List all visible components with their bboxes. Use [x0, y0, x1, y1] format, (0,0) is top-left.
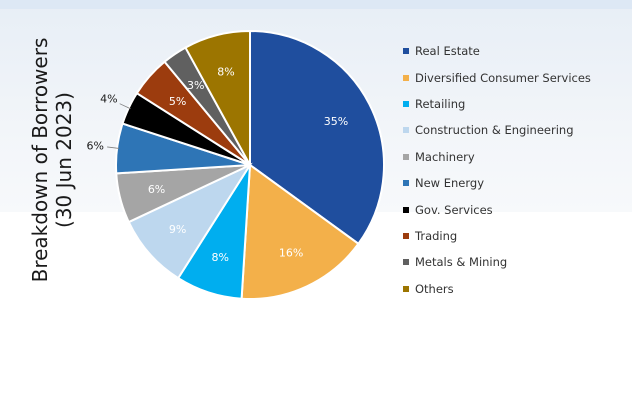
- legend-swatch: [403, 232, 409, 239]
- data-label-others: 8%: [217, 66, 234, 79]
- legend-swatch: [403, 48, 409, 55]
- legend-item-trading: Trading: [403, 223, 591, 249]
- legend-label: Others: [415, 281, 454, 296]
- pie-slice-real-estate: [249, 29, 385, 246]
- data-label-construction-and-engineering: 9%: [169, 223, 186, 236]
- legend-swatch: [403, 153, 409, 160]
- legend-swatch: [403, 285, 409, 292]
- legend-item-construction-and-engineering: Construction & Engineering: [403, 117, 591, 143]
- data-label-real-estate: 35%: [324, 115, 348, 128]
- leader-line-new-energy: [107, 146, 120, 149]
- legend-label: Trading: [415, 228, 458, 243]
- legend-swatch: [403, 259, 409, 266]
- legend-label: Gov. Services: [415, 202, 493, 217]
- legend-item-new-energy: New Energy: [403, 170, 591, 196]
- legend-label: Retailing: [415, 96, 466, 111]
- legend-item-machinery: Machinery: [403, 144, 591, 170]
- data-label-retailing: 8%: [211, 251, 228, 264]
- legend-swatch: [403, 180, 409, 187]
- legend-label: Metals & Mining: [415, 255, 508, 270]
- data-label-machinery: 6%: [148, 183, 165, 196]
- legend: Real Estate Diversified Consumer Services…: [403, 38, 591, 302]
- data-label-gov-services: 4%: [100, 93, 117, 106]
- data-label-new-energy: 6%: [87, 139, 104, 152]
- legend-label: Machinery: [415, 149, 475, 164]
- legend-item-gov-services: Gov. Services: [403, 196, 591, 222]
- legend-label: Real Estate: [415, 44, 480, 59]
- legend-label: Diversified Consumer Services: [415, 70, 591, 85]
- legend-item-diversified-consumer-services: Diversified Consumer Services: [403, 64, 591, 90]
- legend-label: New Energy: [415, 176, 484, 191]
- data-label-diversified-consumer-services: 16%: [279, 246, 303, 259]
- legend-swatch: [403, 74, 409, 81]
- legend-item-metals-and-mining: Metals & Mining: [403, 249, 591, 275]
- legend-label: Construction & Engineering: [415, 123, 574, 138]
- legend-item-others: Others: [403, 276, 591, 302]
- data-label-trading: 5%: [169, 95, 186, 108]
- pie-slice-diversified-consumer-services: [240, 163, 360, 300]
- legend-item-real-estate: Real Estate: [403, 38, 591, 64]
- legend-swatch: [403, 100, 409, 107]
- legend-swatch: [403, 206, 409, 213]
- data-label-metals-and-mining: 3%: [187, 79, 204, 92]
- top-strip: [0, 0, 632, 9]
- legend-swatch: [403, 127, 409, 134]
- leader-line-gov-services: [119, 103, 131, 110]
- legend-item-retailing: Retailing: [403, 91, 591, 117]
- pie-slice-others: [184, 29, 251, 166]
